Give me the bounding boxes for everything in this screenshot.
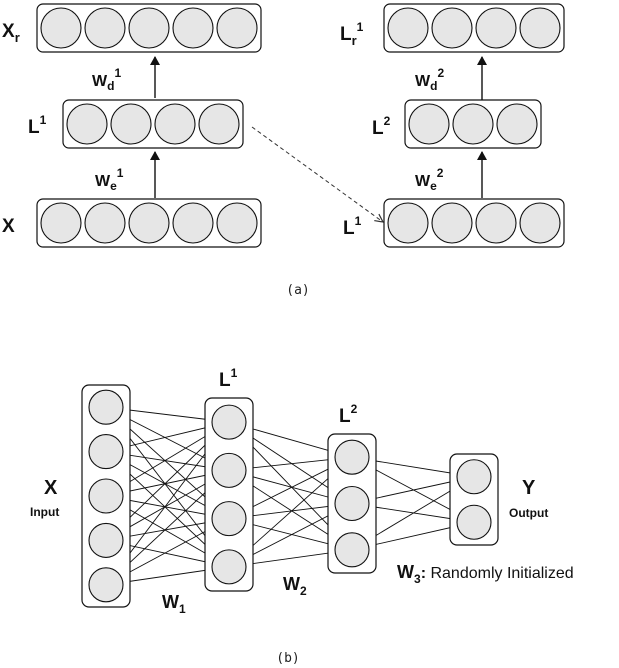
input-neuron: [88, 478, 124, 514]
input-neuron: [88, 567, 124, 603]
l2-neuron: [334, 532, 370, 568]
label-xr: Xr: [2, 21, 20, 45]
label-x-net: X: [44, 477, 58, 499]
l2-neuron: [334, 485, 370, 522]
l2-neuron: [334, 439, 370, 475]
label-l2-net: L2: [339, 402, 358, 427]
l1-layer-unit: [198, 103, 240, 145]
xr-layer-unit: [84, 7, 126, 49]
caption-b: (b): [276, 651, 299, 666]
fully-connected-edges: [105, 406, 475, 586]
panel-a-right: Lr1 L2 L1 Wd2 We2: [340, 3, 565, 248]
lr1-layer-unit: [519, 7, 561, 49]
l1-neuron: [211, 404, 247, 440]
x-layer-unit: [216, 202, 258, 244]
output-neuron: [456, 504, 492, 540]
x-layer-unit: [40, 202, 82, 244]
l2-layer-unit: [408, 103, 450, 145]
label-l1: L1: [28, 113, 47, 138]
l1-layer-unit: [110, 103, 152, 145]
l1-layer-frame: [62, 99, 244, 149]
lr1-layer-unit: [387, 7, 429, 49]
label-x: X: [2, 216, 15, 237]
layer-x-box: [36, 198, 262, 248]
l1-neuron: [211, 452, 247, 488]
label-w2: W2: [283, 574, 307, 598]
layer-l2-box: [404, 99, 542, 149]
xr-layer-unit: [40, 7, 82, 49]
l1b-layer-unit: [431, 202, 473, 244]
panel-b: L1 L2 X Input Y Output W1 W2 W3: Randoml…: [30, 366, 574, 616]
layer-lr1-box: [383, 3, 565, 53]
xr-layer-unit: [216, 7, 258, 49]
label-output: Output: [509, 506, 548, 520]
label-y-net: Y: [522, 477, 536, 499]
layer-xr-box: [36, 3, 262, 53]
l1b-layer-frame: [383, 198, 565, 248]
lr1-layer-unit: [431, 7, 473, 49]
dashed-transfer-arrow: [251, 126, 383, 222]
label-l1-net: L1: [219, 366, 238, 391]
layer-l1-input-box: [383, 198, 565, 248]
l1b-layer-unit: [475, 202, 517, 244]
l1-layer-unit: [66, 103, 108, 145]
label-w3: W3: Randomly Initialized: [397, 562, 574, 586]
panel-a-left: Xr L1 X Wd1 We1: [2, 3, 262, 248]
label-wd2: Wd2: [415, 66, 444, 93]
xr-layer-unit: [128, 7, 170, 49]
lr1-layer-unit: [475, 7, 517, 49]
input-neuron: [88, 522, 124, 558]
l1-layer-frame: [204, 397, 254, 592]
x-layer-unit: [84, 202, 126, 244]
label-w1: W1: [162, 592, 186, 616]
label-l2: L2: [372, 114, 391, 139]
l1b-layer-unit: [387, 202, 429, 244]
input-neuron: [88, 434, 124, 470]
l2-layer-unit: [452, 103, 494, 145]
x-layer-unit: [172, 202, 214, 244]
l1-neuron: [211, 501, 247, 537]
layer-l1-box: [62, 99, 244, 149]
l2-layer-unit: [496, 103, 538, 145]
xr-layer-unit: [172, 7, 214, 49]
lr1-layer-frame: [383, 3, 565, 53]
network-layers: [81, 384, 499, 608]
label-l1-right: L1: [343, 214, 362, 239]
label-lr1: Lr1: [340, 20, 364, 48]
label-wd1: Wd1: [92, 66, 121, 93]
output-neuron: [456, 459, 492, 495]
l1b-layer-unit: [519, 202, 561, 244]
input-neuron: [88, 389, 124, 425]
l1-layer-unit: [154, 103, 196, 145]
label-input: Input: [30, 505, 59, 519]
label-we1: We1: [95, 166, 124, 193]
label-we2: We2: [415, 166, 444, 193]
caption-a: (a): [286, 283, 309, 298]
l1-neuron: [211, 549, 247, 585]
x-layer-unit: [128, 202, 170, 244]
